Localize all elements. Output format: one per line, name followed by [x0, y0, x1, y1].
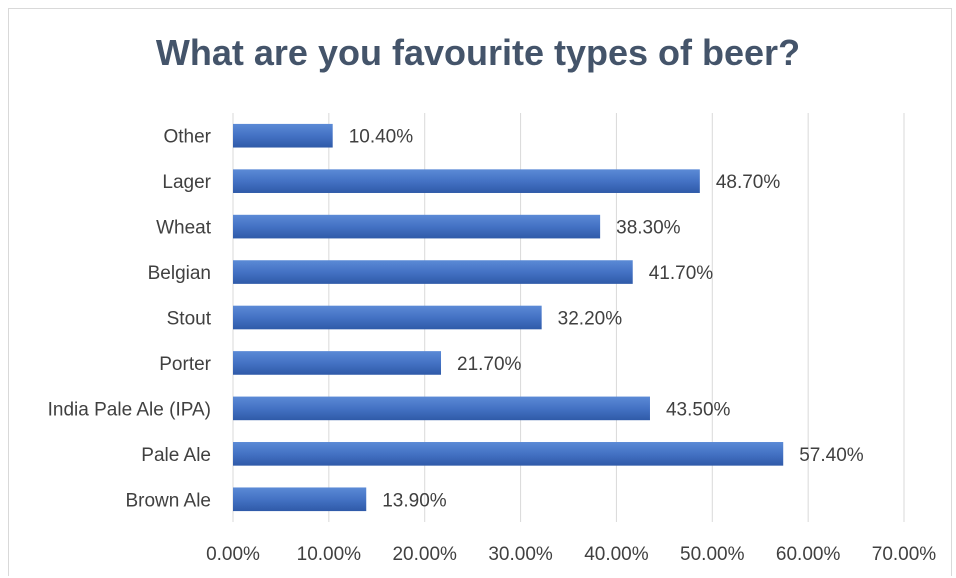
data-label: 41.70% — [649, 263, 714, 284]
x-tick-label: 50.00% — [680, 544, 745, 565]
data-label: 38.30% — [616, 218, 681, 239]
data-label: 13.90% — [382, 490, 447, 511]
category-label: Lager — [162, 172, 211, 193]
x-tick-label: 0.00% — [206, 544, 260, 565]
x-tick-label: 30.00% — [488, 544, 553, 565]
bar — [233, 169, 700, 193]
category-labels: Other Lager Wheat Belgian Stout Porter India P… — [48, 127, 212, 512]
bar — [233, 442, 784, 466]
data-label: 48.70% — [716, 172, 781, 193]
bars — [233, 123, 784, 512]
bar — [233, 351, 442, 375]
x-tick-label: 60.00% — [776, 544, 841, 565]
bar — [233, 214, 601, 239]
category-label: Wheat — [156, 218, 212, 239]
category-label: Brown Ale — [125, 490, 211, 511]
x-tick-label: 70.00% — [872, 544, 937, 565]
category-label: Other — [163, 127, 211, 148]
x-tick-label: 20.00% — [392, 544, 457, 565]
category-label: Stout — [167, 309, 212, 330]
data-label: 57.40% — [799, 445, 864, 466]
category-label: Porter — [159, 354, 211, 375]
chart-area — [8, 8, 952, 576]
x-tick-label: 10.00% — [297, 544, 362, 565]
x-tick-labels: 0.00% 10.00% 20.00% 30.00% 40.00% 50.00% 60.00… — [206, 544, 936, 565]
data-label: 21.70% — [457, 354, 522, 375]
bar — [233, 305, 542, 330]
category-label: Belgian — [148, 263, 211, 284]
bar — [233, 123, 333, 148]
x-tick-label: 40.00% — [584, 544, 649, 565]
bar — [233, 396, 650, 421]
bar — [233, 260, 633, 284]
data-labels: 10.40% 48.70% 38.30% 41.70% 32.20% 21.70% 43.5… — [349, 127, 864, 512]
category-label: India Pale Ale (IPA) — [48, 399, 211, 420]
data-label: 10.40% — [349, 127, 414, 148]
data-label: 32.20% — [558, 309, 623, 330]
category-label: Pale Ale — [141, 445, 211, 466]
chart-title: What are you favourite types of beer? — [155, 32, 801, 73]
bar — [233, 487, 367, 512]
data-label: 43.50% — [666, 399, 731, 420]
